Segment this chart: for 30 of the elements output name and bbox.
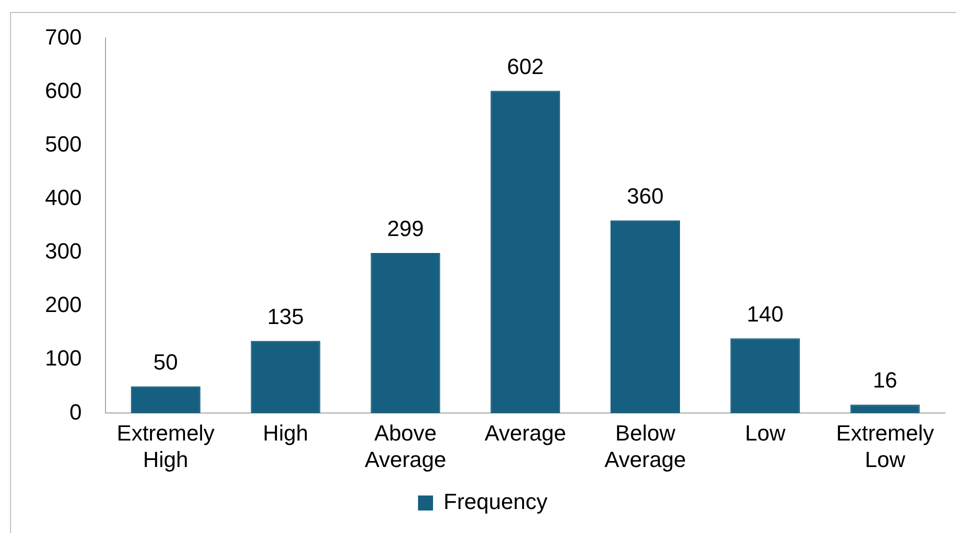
bar — [130, 386, 200, 414]
bar — [850, 404, 920, 414]
bar — [730, 338, 800, 414]
bar — [490, 90, 560, 414]
bar — [250, 340, 320, 414]
bar — [610, 220, 680, 414]
data-label: 135 — [267, 304, 304, 329]
y-tick-label: 400 — [44, 184, 82, 210]
x-tick-label: Extremely Low — [836, 420, 934, 472]
y-tick-label: 100 — [44, 346, 82, 371]
y-tick-label: 700 — [44, 24, 82, 50]
x-tick-label: High — [262, 420, 308, 446]
y-tick-label: 600 — [44, 78, 82, 103]
x-tick-label: Above Average — [364, 420, 446, 472]
x-tick-label: Average — [484, 420, 566, 446]
data-label: 50 — [153, 349, 178, 374]
x-tick-label: Extremely High — [116, 420, 215, 472]
bar — [370, 253, 440, 414]
x-tick-label: Below Average — [604, 420, 686, 472]
data-label: 602 — [506, 54, 544, 79]
x-tick-label: Low — [744, 420, 786, 446]
y-tick-label: 0 — [69, 399, 82, 424]
data-label: 299 — [387, 216, 424, 242]
data-label: 360 — [626, 183, 664, 208]
data-label: 140 — [746, 301, 784, 326]
legend-label: Frequency — [444, 489, 548, 514]
data-label: 16 — [872, 368, 898, 393]
y-tick-label: 200 — [44, 292, 82, 318]
y-tick-label: 500 — [44, 131, 82, 156]
y-tick-label: 300 — [44, 238, 82, 264]
